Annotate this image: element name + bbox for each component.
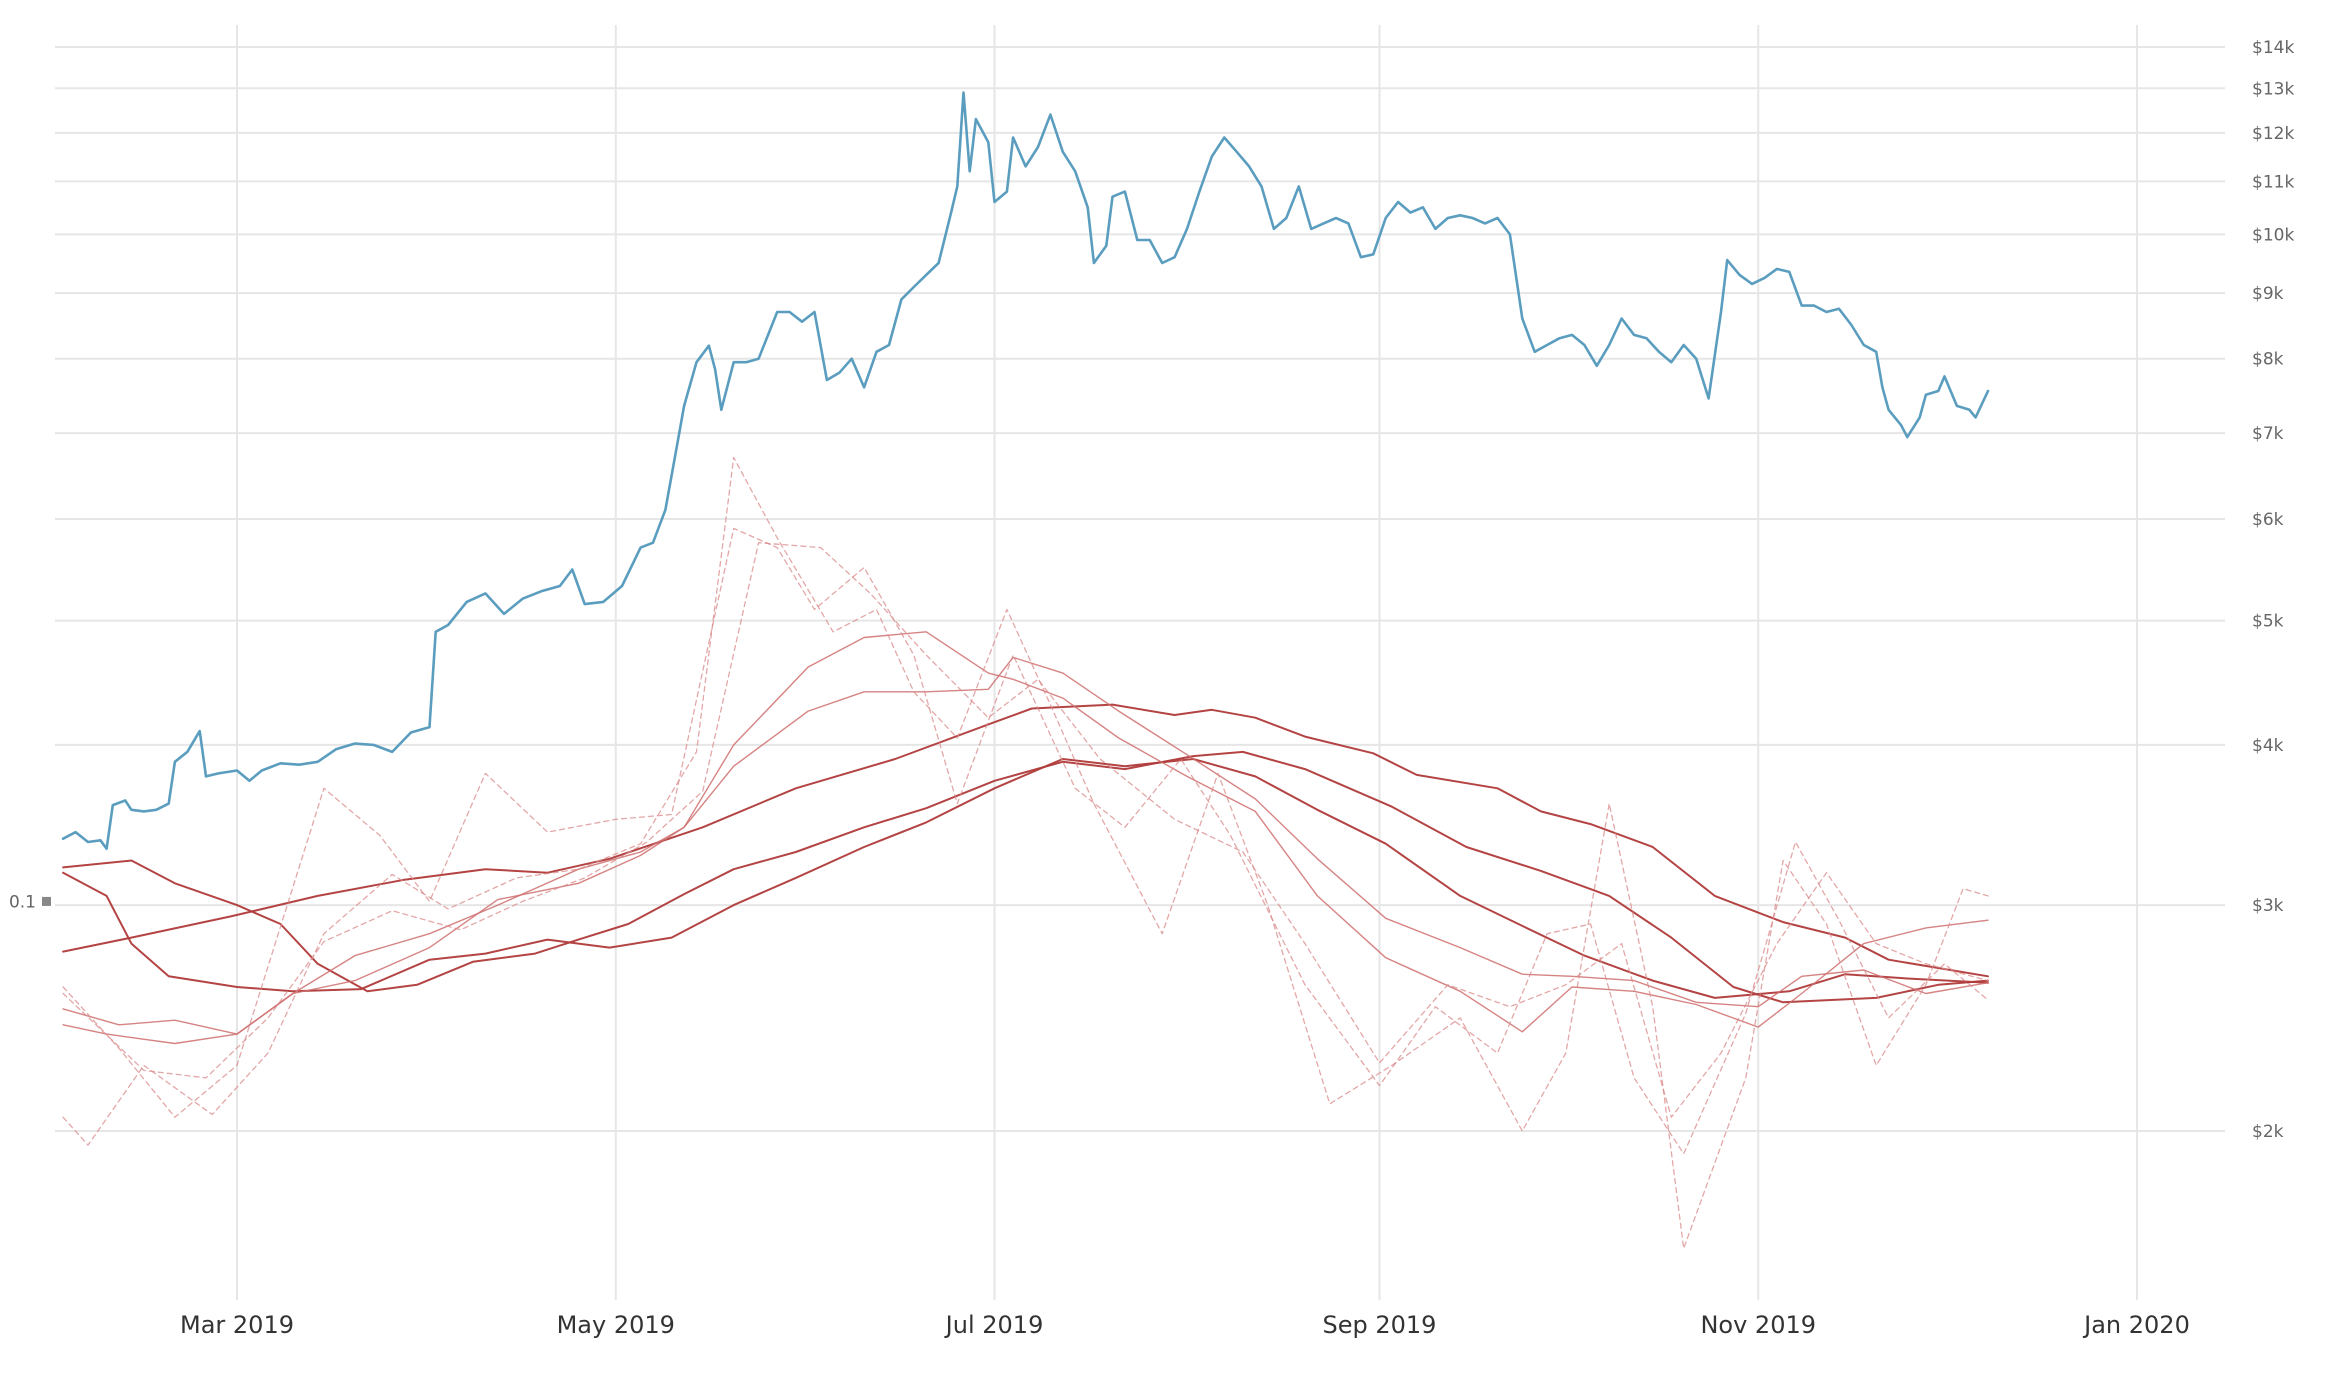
y-tick-label: $4k <box>2252 736 2284 756</box>
x-gridlines <box>236 25 2138 1300</box>
indicator-series-line <box>62 656 1989 1035</box>
y-tick-label: $13k <box>2252 79 2294 99</box>
indicator-series-line <box>62 703 1989 978</box>
y-tick-label: $3k <box>2252 896 2284 916</box>
y-tick-label: $2k <box>2252 1122 2284 1142</box>
y-tick-label: $10k <box>2252 225 2294 245</box>
x-tick-label: May 2019 <box>557 1311 675 1339</box>
x-tick-label: Nov 2019 <box>1700 1311 1816 1339</box>
indicator-series-line <box>62 631 1989 1045</box>
y-axis-ticks: $2k $3k $4k $5k $6k $7k $8k $9k $10k $11k $12k $13k… <box>2252 38 2294 1142</box>
indicator-series-line <box>62 758 1989 999</box>
x-tick-label: Sep 2019 <box>1323 1311 1437 1339</box>
x-axis-ticks: Mar 2019 May 2019 Jul 2019 Sep 2019 Nov 2019… <box>180 1311 2190 1339</box>
y-tick-label: $9k <box>2252 284 2284 304</box>
y-tick-label: $11k <box>2252 172 2294 192</box>
price-series-line <box>61 91 1990 850</box>
x-tick-label: Jan 2020 <box>2082 1311 2190 1339</box>
series-layer <box>61 91 1990 1250</box>
y-tick-label: $6k <box>2252 510 2284 530</box>
y-tick-label: $8k <box>2252 350 2284 370</box>
indicator-series-line <box>62 542 1989 1118</box>
x-tick-label: Jul 2019 <box>944 1311 1044 1339</box>
indicator-axis: 0.1 <box>9 892 51 912</box>
x-tick-label: Mar 2019 <box>180 1311 294 1339</box>
y-tick-label: $14k <box>2252 38 2294 58</box>
indicator-tick-label: 0.1 <box>9 892 36 912</box>
indicator-tick-marker <box>42 896 51 906</box>
indicator-series-line <box>62 456 1989 1250</box>
indicator-series-line <box>62 527 1989 1155</box>
y-tick-label: $7k <box>2252 424 2284 444</box>
y-tick-label: $12k <box>2252 124 2294 144</box>
y-tick-label: $5k <box>2252 612 2284 632</box>
indicator-series-line <box>62 750 1989 1004</box>
y-gridlines <box>55 46 2225 1132</box>
